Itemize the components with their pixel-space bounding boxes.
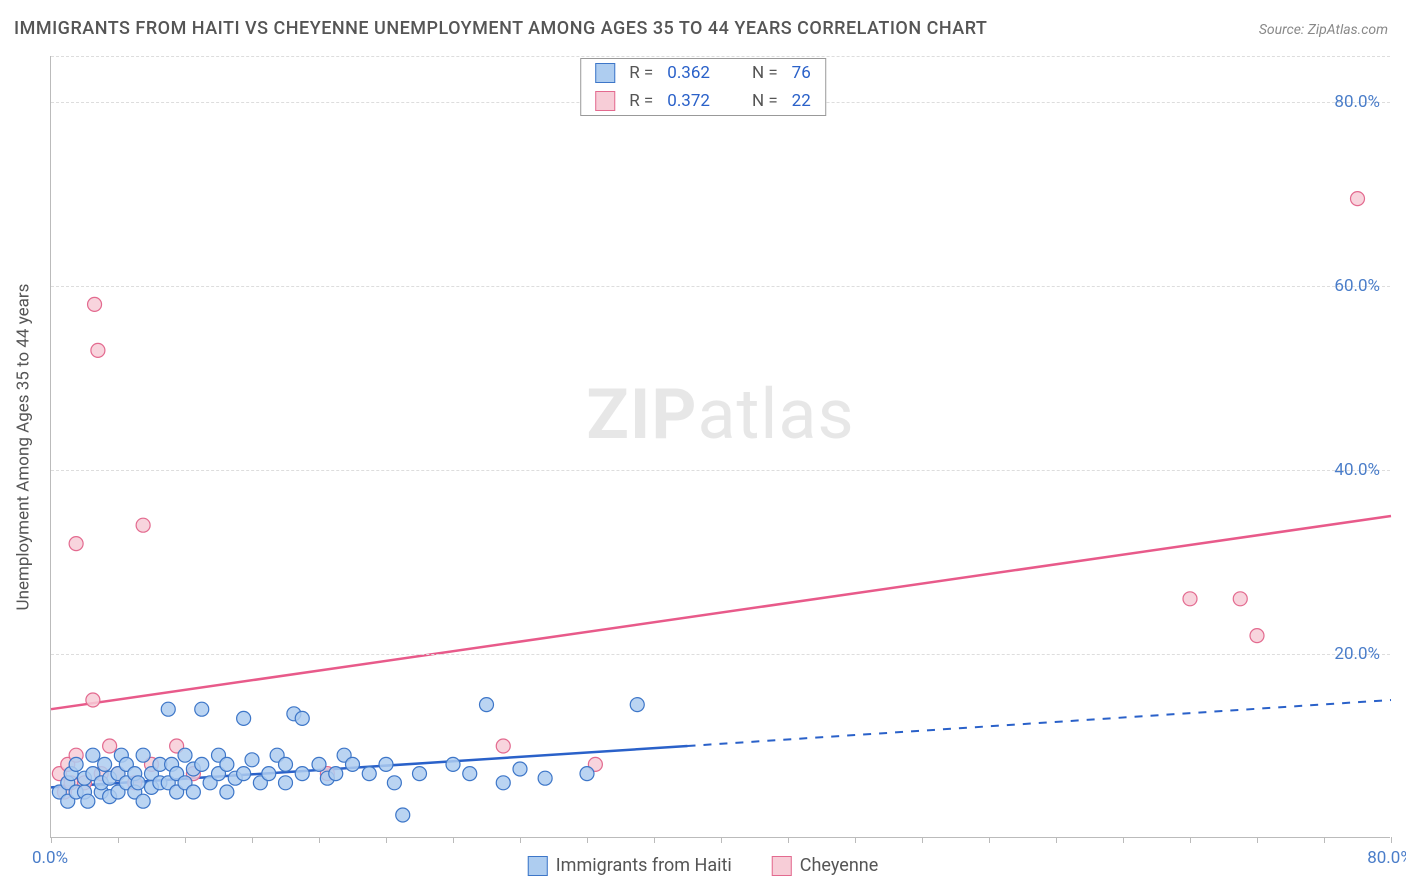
y-tick-label: 80.0%	[1334, 92, 1380, 112]
data-point-haiti	[195, 757, 209, 771]
data-point-haiti	[86, 748, 100, 762]
data-point-cheyenne	[1351, 192, 1365, 206]
data-point-cheyenne	[103, 739, 117, 753]
data-point-haiti	[131, 776, 145, 790]
data-point-cheyenne	[86, 693, 100, 707]
data-point-haiti	[312, 757, 326, 771]
legend-swatch-cheyenne	[595, 91, 615, 111]
legend-stats-row-cheyenne: R = 0.372 N = 22	[581, 87, 825, 115]
data-point-haiti	[279, 776, 293, 790]
data-point-haiti	[630, 698, 644, 712]
n-label: N =	[752, 63, 778, 83]
data-point-haiti	[463, 767, 477, 781]
data-point-cheyenne	[88, 297, 102, 311]
data-point-haiti	[329, 767, 343, 781]
data-point-haiti	[186, 785, 200, 799]
data-point-haiti	[262, 767, 276, 781]
trend-line-haiti-dashed	[688, 700, 1392, 746]
data-point-haiti	[161, 702, 175, 716]
chart-title: IMMIGRANTS FROM HAITI VS CHEYENNE UNEMPL…	[14, 18, 987, 39]
r-label: R =	[629, 63, 653, 83]
data-point-haiti	[237, 767, 251, 781]
legend-stats: R = 0.362 N = 76 R = 0.372 N = 22	[580, 58, 826, 116]
data-point-cheyenne	[136, 518, 150, 532]
data-point-haiti	[496, 776, 510, 790]
data-point-haiti	[396, 808, 410, 822]
legend-swatch-haiti	[595, 63, 615, 83]
y-axis-label-container: Unemployment Among Ages 35 to 44 years	[8, 56, 38, 838]
data-point-haiti	[362, 767, 376, 781]
r-label: R =	[629, 91, 653, 111]
legend-stats-row-haiti: R = 0.362 N = 76	[581, 59, 825, 87]
y-tick-label: 40.0%	[1334, 460, 1380, 480]
correlation-chart: IMMIGRANTS FROM HAITI VS CHEYENNE UNEMPL…	[0, 0, 1406, 892]
data-point-haiti	[413, 767, 427, 781]
y-tick-label: 60.0%	[1334, 276, 1380, 296]
data-point-cheyenne	[1233, 592, 1247, 606]
data-point-haiti	[480, 698, 494, 712]
r-value-cheyenne: 0.372	[667, 91, 710, 111]
data-point-haiti	[136, 794, 150, 808]
data-point-haiti	[136, 748, 150, 762]
data-point-haiti	[387, 776, 401, 790]
n-label: N =	[752, 91, 778, 111]
plot-svg	[51, 56, 1390, 837]
y-tick-label: 20.0%	[1334, 644, 1380, 664]
data-point-haiti	[237, 711, 251, 725]
legend-item-haiti: Immigrants from Haiti	[528, 855, 732, 876]
data-point-haiti	[195, 702, 209, 716]
plot-area: ZIPatlas 20.0%40.0%60.0%80.0%	[50, 56, 1390, 838]
data-point-haiti	[513, 762, 527, 776]
data-point-cheyenne	[496, 739, 510, 753]
data-point-haiti	[346, 757, 360, 771]
y-axis-label: Unemployment Among Ages 35 to 44 years	[13, 284, 33, 611]
data-point-cheyenne	[69, 537, 83, 551]
data-point-haiti	[220, 785, 234, 799]
x-tick-label: 0.0%	[32, 848, 68, 868]
data-point-haiti	[98, 757, 112, 771]
trend-line-cheyenne	[51, 516, 1391, 709]
data-point-cheyenne	[1183, 592, 1197, 606]
data-point-haiti	[279, 757, 293, 771]
source-label: Source: ZipAtlas.com	[1259, 22, 1388, 38]
legend-item-cheyenne: Cheyenne	[772, 855, 878, 876]
legend-series: Immigrants from Haiti Cheyenne	[528, 855, 878, 876]
data-point-haiti	[178, 748, 192, 762]
data-point-haiti	[69, 757, 83, 771]
data-point-cheyenne	[1250, 629, 1264, 643]
data-point-haiti	[379, 757, 393, 771]
data-point-haiti	[81, 794, 95, 808]
n-value-haiti: 76	[792, 63, 811, 83]
data-point-cheyenne	[91, 343, 105, 357]
data-point-haiti	[446, 757, 460, 771]
legend-swatch-haiti-bottom	[528, 856, 548, 876]
n-value-cheyenne: 22	[792, 91, 811, 111]
legend-swatch-cheyenne-bottom	[772, 856, 792, 876]
data-point-haiti	[580, 767, 594, 781]
data-point-haiti	[538, 771, 552, 785]
r-value-haiti: 0.362	[667, 63, 710, 83]
data-point-haiti	[295, 711, 309, 725]
x-tick-label: 80.0%	[1367, 848, 1406, 868]
data-point-haiti	[220, 757, 234, 771]
data-point-haiti	[295, 767, 309, 781]
legend-label-haiti: Immigrants from Haiti	[556, 855, 732, 876]
data-point-haiti	[245, 753, 259, 767]
legend-label-cheyenne: Cheyenne	[800, 855, 878, 876]
